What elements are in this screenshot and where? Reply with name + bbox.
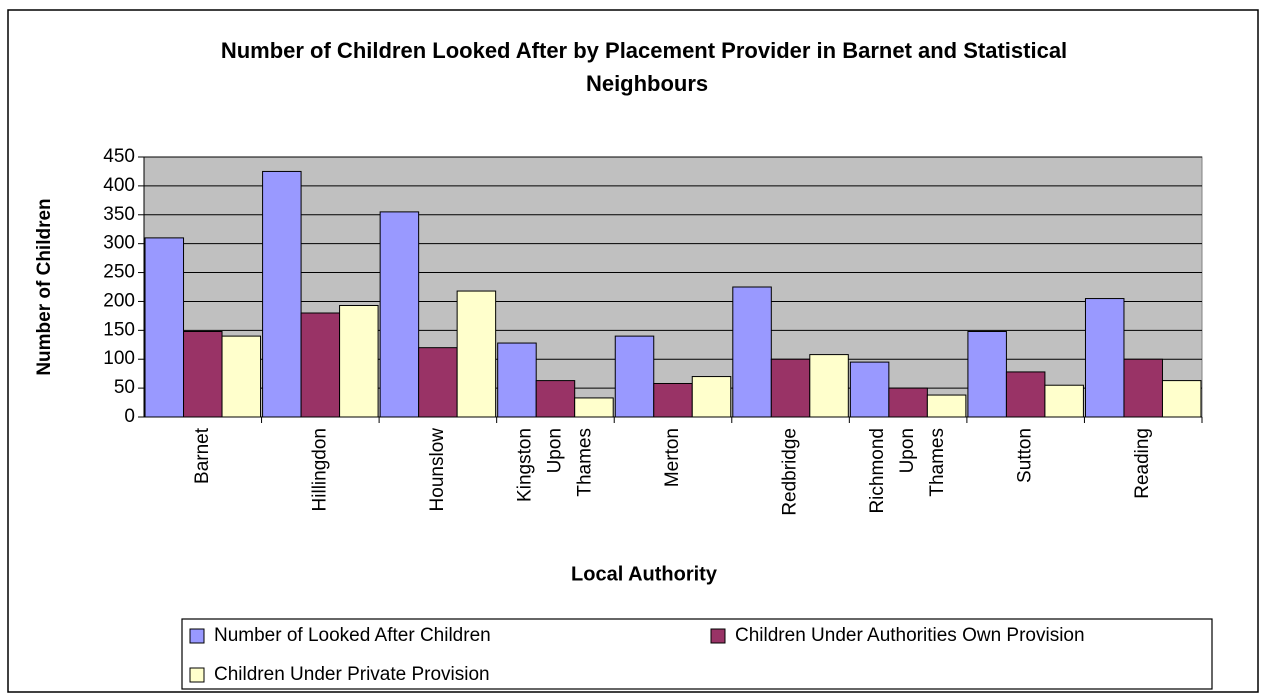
legend	[181, 618, 1213, 690]
legend-label: Children Under Private Provision	[214, 664, 490, 685]
bar	[967, 330, 1007, 418]
legend-swatch	[710, 628, 726, 644]
bar	[456, 290, 497, 418]
bar	[809, 354, 849, 418]
y-axis-title: Number of Children	[34, 198, 55, 375]
bar	[614, 335, 655, 418]
legend-swatch	[189, 667, 205, 683]
bar	[1084, 298, 1125, 418]
bar	[653, 382, 693, 418]
bar	[849, 361, 890, 418]
bar	[691, 376, 732, 418]
bar	[888, 387, 928, 418]
legend-label: Children Under Authorities Own Provision	[735, 625, 1085, 646]
x-tick-label: Richmond Upon Thames	[867, 428, 948, 514]
x-tick-label: Sutton	[1015, 428, 1036, 483]
y-tick-label: 400	[103, 175, 135, 196]
y-tick-label: 50	[114, 377, 135, 398]
bar	[770, 358, 811, 418]
bar	[535, 380, 576, 418]
legend-label: Number of Looked After Children	[214, 625, 491, 646]
x-tick-label: Hounslow	[427, 428, 448, 512]
y-tick-label: 0	[124, 406, 135, 427]
bar	[926, 394, 967, 418]
bar	[497, 342, 537, 418]
legend-swatch	[189, 628, 205, 644]
bar	[221, 335, 262, 418]
chart-title: Number of Children Looked After by Place…	[221, 38, 1067, 96]
y-tick-label: 200	[103, 290, 135, 311]
bar	[183, 330, 223, 418]
y-tick-label: 300	[103, 233, 135, 254]
bar	[262, 170, 302, 418]
bar	[1005, 371, 1046, 418]
bar	[339, 304, 379, 418]
y-tick-label: 150	[103, 319, 135, 340]
bar	[732, 286, 772, 418]
bar	[1123, 358, 1163, 418]
y-tick-label: 350	[103, 204, 135, 225]
bar	[379, 211, 420, 418]
bar	[1044, 384, 1084, 418]
y-tick-label: 100	[103, 348, 135, 369]
x-tick-label: Kingston Upon Thames	[514, 428, 595, 502]
x-tick-label: Merton	[662, 428, 683, 487]
bar	[418, 347, 458, 418]
y-tick-label: 250	[103, 262, 135, 283]
bar	[300, 312, 341, 418]
x-axis-title: Local Authority	[571, 563, 718, 585]
x-tick-label: Barnet	[192, 427, 213, 484]
bar	[1161, 380, 1202, 418]
x-tick-label: Hillingdon	[309, 428, 330, 511]
x-tick-label: Redbridge	[780, 428, 801, 516]
bar	[144, 237, 185, 418]
y-tick-label: 450	[103, 146, 135, 167]
x-tick-label: Reading	[1132, 428, 1153, 499]
bar	[574, 397, 614, 418]
